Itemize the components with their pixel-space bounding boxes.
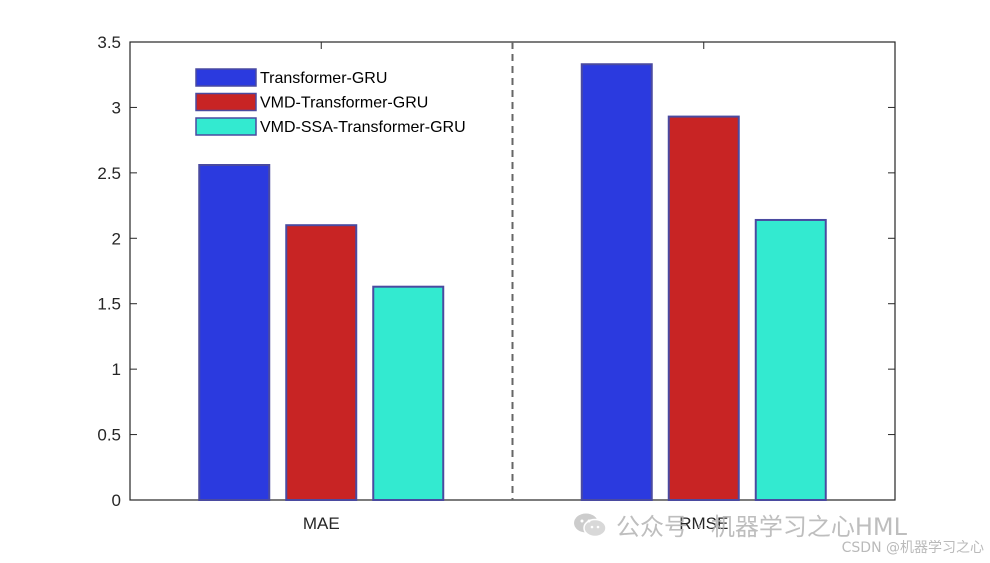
y-tick-label: 3.5: [97, 33, 121, 52]
y-tick-label: 1: [112, 360, 121, 379]
bar: [667, 115, 740, 502]
axes: 0 0.5 1 1.5 2 2.5 3 3.5 MAE RMSE: [97, 33, 896, 533]
y-tick-label: 0: [112, 491, 121, 510]
bar: [580, 63, 653, 501]
y-tick-label: 3: [112, 98, 121, 117]
bar: [754, 218, 827, 501]
y-tick-label: 2.5: [97, 164, 121, 183]
bars: [198, 63, 827, 502]
x-tick-label: RMSE: [679, 514, 728, 533]
legend-label: Transformer-GRU: [260, 70, 387, 87]
legend-swatch: [195, 92, 257, 112]
legend-label: VMD-SSA-Transformer-GRU: [260, 119, 466, 136]
legend-label: VMD-Transformer-GRU: [260, 95, 428, 112]
legend-swatch: [195, 68, 257, 87]
bar: [198, 164, 271, 501]
legend: Transformer-GRU VMD-Transformer-GRU VMD-SS…: [195, 68, 466, 136]
bar: [285, 224, 358, 501]
x-tick-label: MAE: [303, 514, 340, 533]
bar: [372, 285, 445, 501]
y-tick-label: 1.5: [97, 295, 121, 314]
y-tick-label: 2: [112, 229, 121, 248]
legend-swatch: [195, 117, 257, 136]
y-tick-label: 0.5: [97, 426, 121, 445]
